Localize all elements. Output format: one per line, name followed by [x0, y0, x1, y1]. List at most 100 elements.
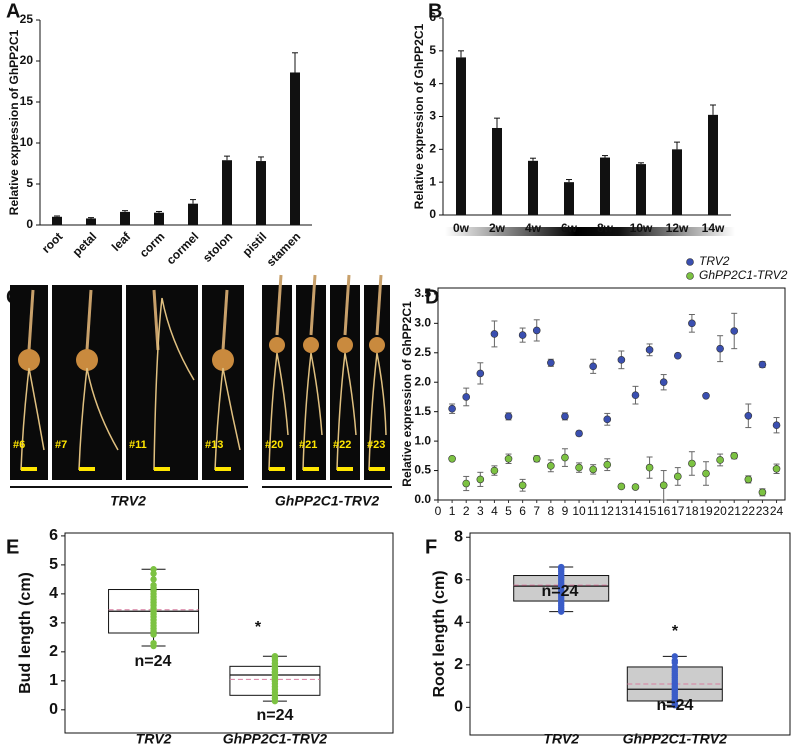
x-tick-label: 14 — [629, 504, 643, 518]
y-tick-label: 10 — [20, 135, 34, 149]
y-tick-label: 8 — [454, 528, 463, 545]
y-tick-label: 3.0 — [414, 316, 431, 330]
y-tick-label: 15 — [20, 94, 34, 108]
point — [476, 475, 485, 484]
plant-label: #13 — [205, 439, 223, 451]
legend-label: GhPP2C1-TRV2 — [699, 268, 788, 282]
x-tick-label: TRV2 — [543, 731, 579, 747]
sprout — [375, 274, 383, 336]
x-tick-label: GhPP2C1-TRV2 — [623, 731, 727, 747]
corm — [212, 349, 234, 371]
x-tick-label: 2w — [489, 221, 506, 235]
corm — [18, 349, 40, 371]
point — [547, 358, 555, 367]
roots — [78, 367, 119, 471]
x-tick-label: 7 — [533, 504, 540, 518]
panel-letter: F — [425, 536, 437, 558]
scale-bar — [21, 467, 37, 471]
point — [462, 479, 471, 488]
point — [575, 463, 583, 472]
y-axis-label: Relative expression of GhPP2C1 — [7, 29, 21, 215]
point — [758, 360, 767, 369]
point — [673, 351, 682, 360]
panel-letter: A — [6, 0, 20, 22]
x-tick-label: pistil — [240, 229, 270, 259]
point — [772, 464, 781, 473]
point — [603, 460, 612, 469]
point — [504, 412, 513, 421]
legend-label: TRV2 — [699, 254, 730, 268]
y-axis-label: Bud length (cm) — [17, 572, 34, 694]
group-label: TRV2 — [110, 493, 146, 509]
bar — [188, 203, 198, 225]
x-tick-label: 24 — [770, 504, 784, 518]
point — [631, 391, 640, 399]
roots — [153, 297, 195, 471]
scale-bar — [79, 467, 95, 471]
x-tick-label: 8 — [548, 504, 555, 518]
bar-chart: 0w 2w 4w 6w 8w 10w 12w 14w — [442, 18, 731, 235]
x-tick-label: 4 — [491, 504, 498, 518]
corm — [369, 337, 385, 353]
y-tick-label: 3 — [49, 614, 58, 631]
point — [150, 566, 157, 573]
point — [744, 411, 753, 420]
y-tick-label: 4 — [429, 76, 436, 90]
point — [490, 330, 499, 338]
point — [617, 482, 626, 491]
y-tick-label: 5 — [49, 556, 58, 573]
point — [462, 393, 471, 401]
y-tick-label: 3.5 — [414, 286, 431, 300]
point — [688, 459, 696, 468]
annotation: n=24 — [257, 707, 294, 724]
point — [716, 456, 724, 464]
point — [271, 652, 279, 660]
box-chart: TRV2 GhPP2C1-TRV2 n=24 n=24 * — [108, 566, 327, 747]
point — [448, 404, 456, 413]
x-tick-label: 0 — [435, 504, 442, 518]
x-tick-label: 1 — [449, 504, 456, 518]
point — [448, 454, 456, 463]
x-tick-label: 14w — [702, 221, 725, 235]
plot-frame — [64, 532, 394, 734]
annotation: n=24 — [657, 697, 694, 714]
x-tick-label: 10w — [630, 221, 653, 235]
point — [772, 421, 781, 430]
x-tick-label: petal — [70, 229, 100, 259]
plant-label: #11 — [129, 439, 147, 451]
annotation: n=24 — [135, 653, 172, 670]
x-tick-label: 18 — [685, 504, 699, 518]
x-tick-label: stolon — [200, 229, 235, 264]
x-tick-label: 0w — [453, 221, 470, 235]
bar — [708, 114, 718, 215]
panel-letter: B — [428, 0, 442, 22]
bar — [564, 182, 574, 215]
point — [476, 369, 485, 378]
plant-photo: #13 — [202, 285, 244, 480]
roots — [368, 352, 387, 471]
sprout — [343, 274, 351, 336]
y-tick-label: 2.0 — [414, 374, 431, 388]
x-tick-label: 22 — [742, 504, 756, 518]
sprout — [221, 289, 229, 351]
point — [518, 331, 527, 339]
bar — [154, 212, 164, 225]
roots — [268, 352, 289, 471]
point — [561, 453, 569, 462]
x-tick-label: 23 — [756, 504, 770, 518]
point — [150, 576, 157, 583]
roots — [336, 352, 357, 471]
plant-label: #22 — [333, 439, 351, 451]
point — [702, 391, 710, 400]
x-tick-label: 5 — [505, 504, 512, 518]
y-tick-label: 2 — [429, 142, 436, 156]
point — [673, 472, 682, 481]
y-tick-label: 2 — [49, 643, 58, 660]
point — [730, 327, 739, 335]
y-tick-label: 0.5 — [414, 463, 431, 477]
annotation: * — [672, 623, 679, 640]
sprout — [85, 289, 93, 351]
point — [702, 469, 710, 478]
y-tick-label: 0 — [26, 217, 33, 231]
